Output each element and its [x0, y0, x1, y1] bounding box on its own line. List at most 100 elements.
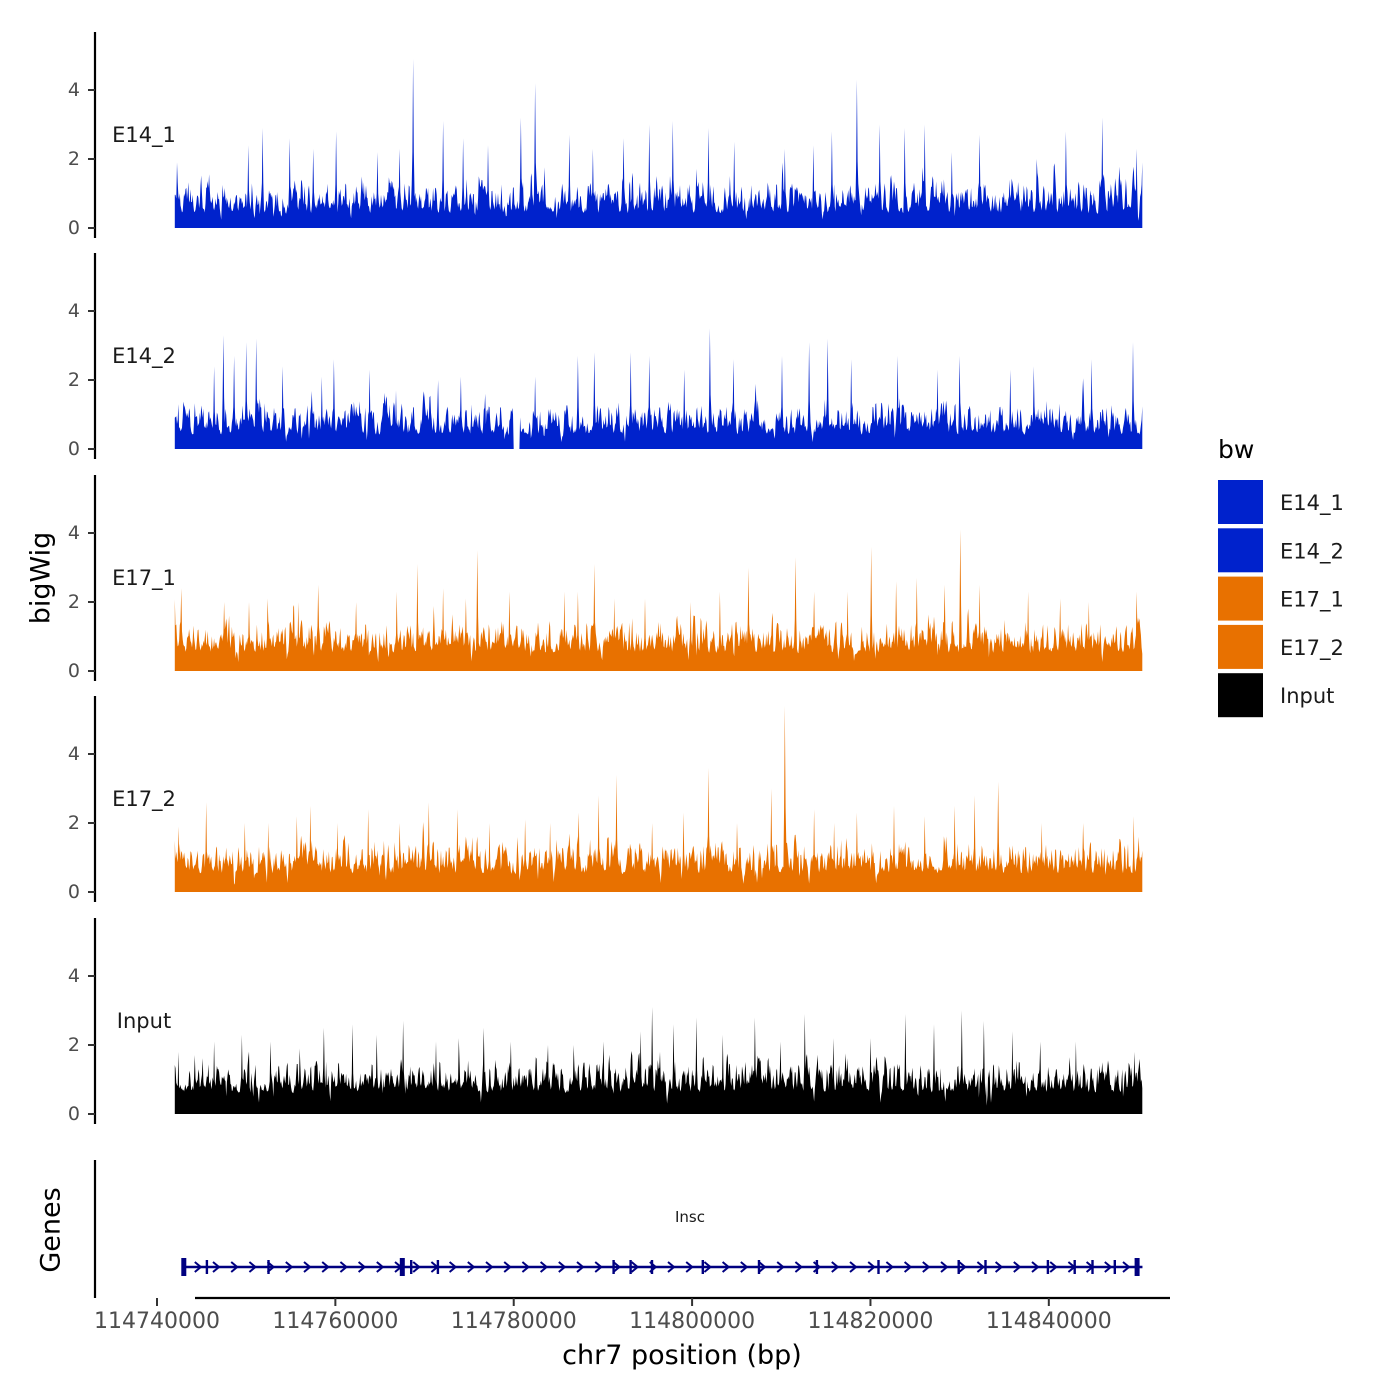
strand-arrow — [194, 1261, 203, 1273]
y-tick-label-input-4: 4 — [68, 965, 80, 987]
y-tick-label-e14_2-0: 0 — [68, 438, 80, 460]
gene-exon — [205, 1260, 209, 1274]
strand-arrow — [576, 1261, 585, 1273]
signal-area-e14_2 — [174, 328, 1143, 449]
gene-exon — [1134, 1258, 1140, 1276]
track-panel-e17_1: 0 2 4 E17_1 — [68, 475, 1143, 682]
x-tick-label-114800000: 114800000 — [629, 1309, 755, 1334]
y-tick-label-e17_1-4: 4 — [68, 522, 80, 544]
gene-exon — [701, 1260, 704, 1274]
strand-arrow — [503, 1261, 512, 1273]
strand-arrow — [412, 1261, 421, 1273]
strand-arrow — [758, 1261, 767, 1273]
track-panel-e14_1: 0 2 4 E14_1 — [68, 32, 1143, 239]
strand-arrow — [303, 1261, 312, 1273]
x-tick-label-114820000: 114820000 — [807, 1309, 933, 1334]
strand-arrow — [721, 1261, 731, 1273]
strand-arrow — [630, 1261, 640, 1273]
strand-arrow — [776, 1261, 785, 1273]
x-axis-title: chr7 position (bp) — [562, 1340, 802, 1371]
gene-exon — [410, 1260, 413, 1274]
y-tick-label-e14_2-2: 2 — [68, 369, 80, 391]
signal-area-input — [174, 1007, 1143, 1114]
gene-exon — [877, 1260, 880, 1274]
legend-label-e14_2: E14_2 — [1280, 539, 1344, 564]
x-tick-label-114840000: 114840000 — [986, 1309, 1112, 1334]
panel-label-input: Input — [117, 1009, 171, 1033]
genes-axis-title: Genes — [36, 1187, 67, 1272]
strand-arrow — [794, 1261, 803, 1273]
legend-items: E14_1 E14_2 E17_1 E17_2 Input — [1218, 480, 1344, 718]
strand-arrow — [357, 1261, 367, 1273]
strand-arrow — [1049, 1261, 1058, 1273]
strand-arrow — [376, 1261, 385, 1273]
gene-exon — [1046, 1260, 1050, 1274]
strand-arrow — [321, 1261, 330, 1273]
signal-area-e17_1 — [174, 529, 1143, 671]
y-tick-label-e14_2-4: 4 — [68, 300, 80, 322]
strand-arrow — [685, 1261, 694, 1273]
gene-track-panel: Genes Insc — [36, 1160, 1143, 1298]
signal-area-e17_2 — [174, 705, 1143, 892]
gene-exon — [181, 1258, 187, 1276]
gene-exon — [1113, 1260, 1116, 1274]
strand-arrow — [594, 1261, 603, 1273]
legend-swatch-input — [1218, 673, 1263, 718]
legend: bw E14_1 E14_2 E17_1 E17_2 Input — [1218, 435, 1344, 718]
legend-label-e17_2: E17_2 — [1280, 636, 1344, 661]
legend-label-e14_1: E14_1 — [1280, 491, 1344, 516]
gene-structure — [181, 1258, 1143, 1276]
gene-exon — [1091, 1260, 1094, 1274]
panel-label-e17_2: E17_2 — [112, 787, 176, 812]
y-tick-label-e17_1-2: 2 — [68, 591, 80, 613]
gene-exon — [629, 1260, 632, 1274]
strand-arrow — [831, 1261, 840, 1273]
strand-arrow — [339, 1261, 348, 1273]
strand-arrow — [521, 1261, 530, 1273]
gene-exon — [957, 1260, 960, 1274]
y-tick-label-e14_1-0: 0 — [68, 217, 80, 239]
strand-arrow — [994, 1261, 1004, 1273]
y-tick-label-input-0: 0 — [68, 1103, 80, 1125]
panel-label-e14_1: E14_1 — [112, 123, 176, 148]
x-axis-ticks: 114740000 114760000 114780000 114800000 1148… — [94, 1298, 1112, 1334]
legend-label-input: Input — [1280, 684, 1334, 708]
y-tick-label-e14_1-2: 2 — [68, 148, 80, 170]
gene-exon — [650, 1260, 654, 1274]
strand-arrow — [485, 1261, 494, 1273]
legend-label-e17_1: E17_1 — [1280, 588, 1344, 613]
strand-arrow — [448, 1261, 458, 1273]
gene-exon — [399, 1258, 405, 1276]
strand-arrow — [958, 1261, 967, 1273]
strand-arrow — [558, 1261, 567, 1273]
strand-arrow — [248, 1261, 257, 1273]
strand-arrow — [703, 1261, 712, 1273]
strand-arrow — [922, 1261, 931, 1273]
gene-exon — [612, 1260, 615, 1274]
strand-arrow — [940, 1261, 949, 1273]
strand-arrow — [467, 1261, 476, 1273]
y-tick-label-e17_2-2: 2 — [68, 812, 80, 834]
strand-arrow — [849, 1261, 858, 1273]
track-panel-e14_2: 0 2 4 E14_2 — [68, 253, 1143, 460]
y-tick-label-e17_1-0: 0 — [68, 660, 80, 682]
gene-exon — [267, 1260, 270, 1274]
strand-arrow — [812, 1261, 822, 1273]
strand-arrow — [1104, 1261, 1113, 1273]
strand-arrow — [740, 1261, 749, 1273]
legend-swatch-e17_2 — [1218, 624, 1263, 669]
y-tick-label-e14_1-4: 4 — [68, 79, 80, 101]
gene-exon — [436, 1260, 440, 1274]
x-tick-label-114780000: 114780000 — [451, 1309, 577, 1334]
strand-arrow — [212, 1261, 221, 1273]
panel-label-e14_2: E14_2 — [112, 344, 176, 369]
strand-arrow — [867, 1261, 876, 1273]
gene-exon — [757, 1260, 761, 1274]
strand-arrow — [976, 1261, 985, 1273]
gene-exon — [984, 1260, 987, 1274]
panel-label-e17_1: E17_1 — [112, 566, 176, 591]
strand-arrow — [1013, 1261, 1022, 1273]
strand-arrow — [285, 1261, 294, 1273]
